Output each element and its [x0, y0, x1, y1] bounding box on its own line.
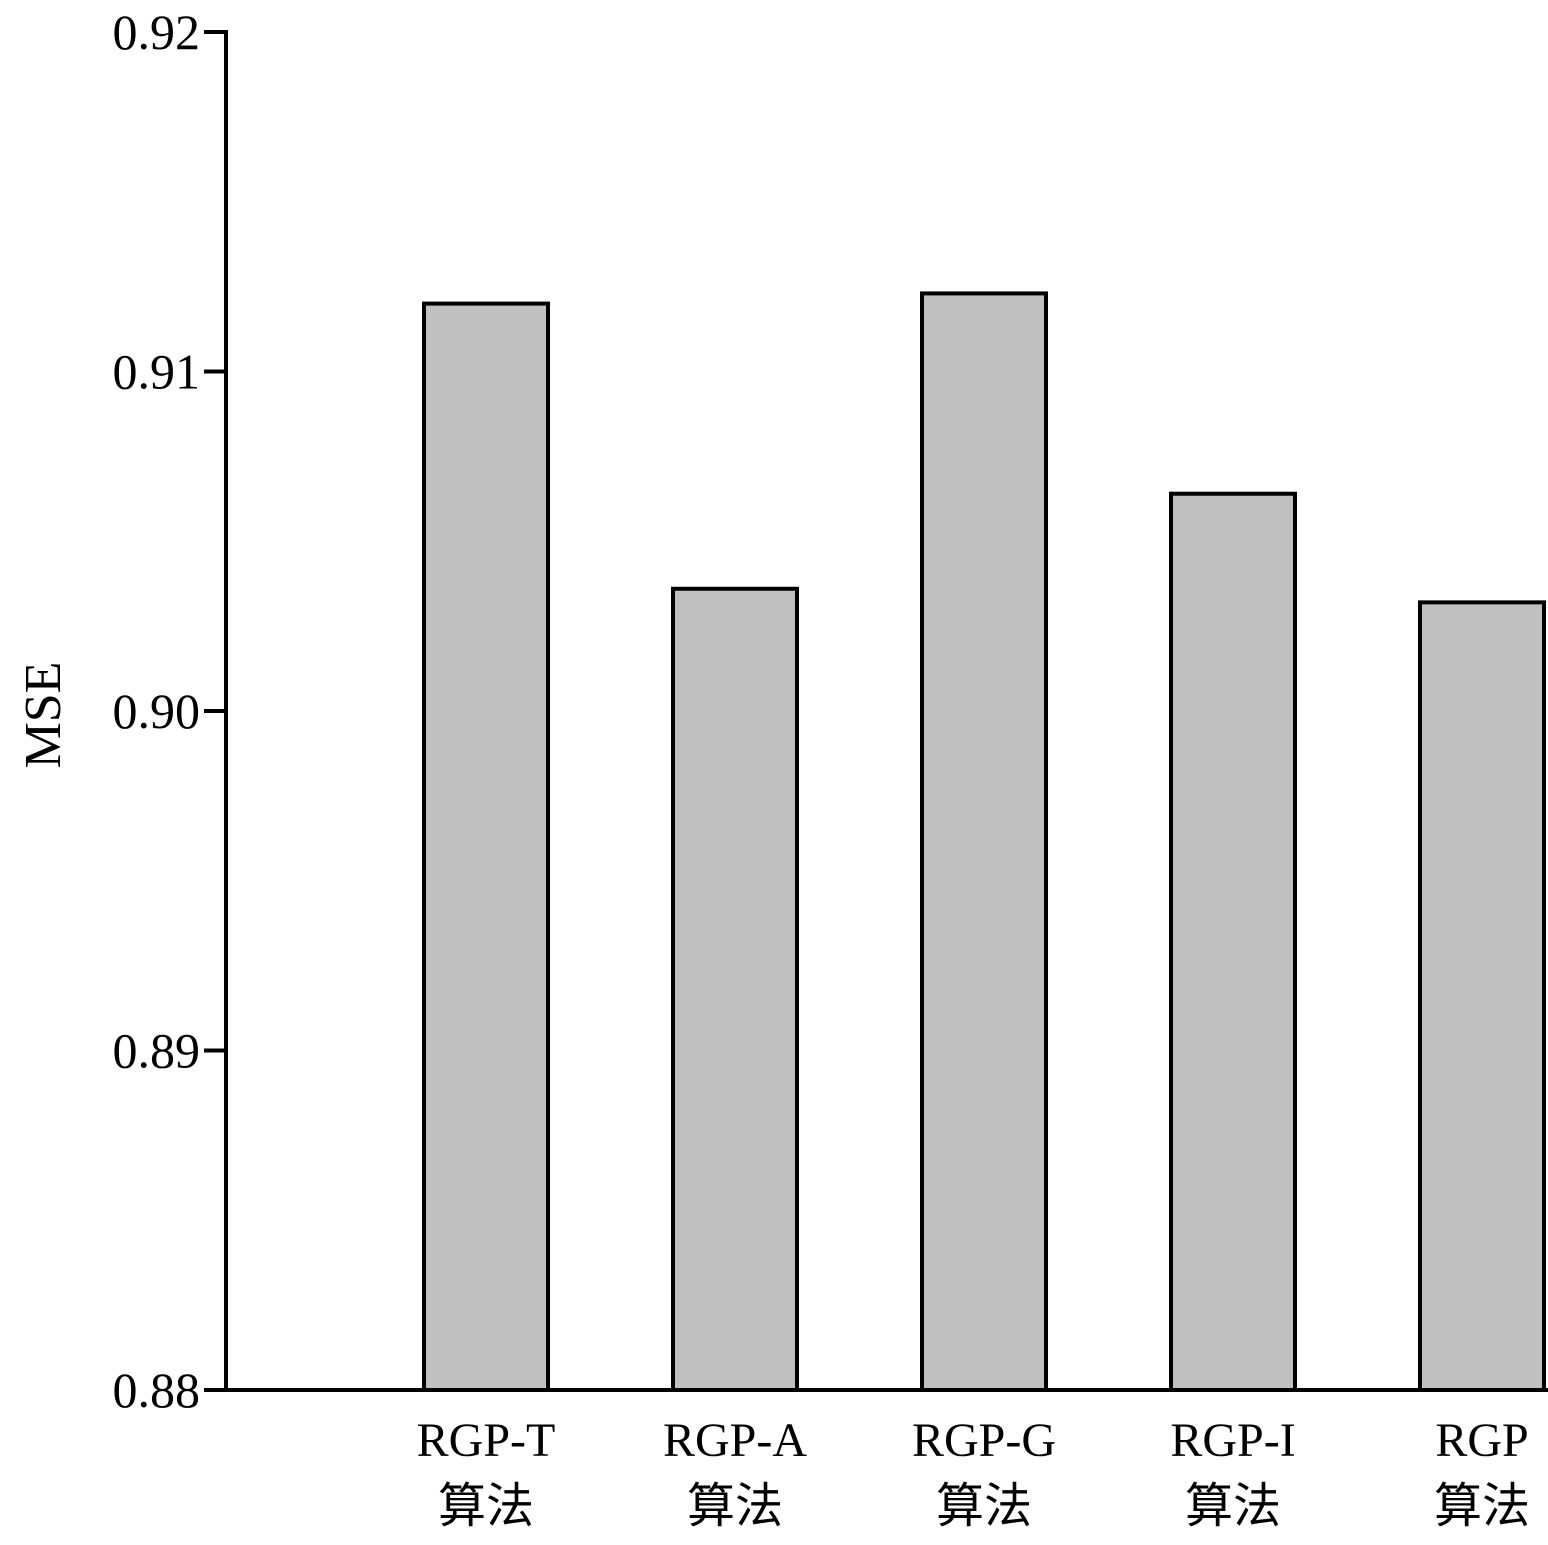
x-tick-label-2-line-1: 算法	[936, 1480, 1032, 1533]
x-tick-label-0-line-1: 算法	[438, 1480, 534, 1533]
labels-group: 0.88 0.89 0.90 0.91 0.92 RGP-T 算法 RGP-A 算法 RGP-G 算…	[113, 4, 1531, 1533]
x-tick-label-4-line-1: 算法	[1434, 1480, 1530, 1533]
y-tick-label-2: 0.90	[113, 683, 201, 739]
x-tick-label-2-line-0: RGP-G	[912, 1414, 1056, 1467]
bars-group	[422, 291, 1546, 1393]
x-tick-label-1-line-0: RGP-A	[663, 1414, 807, 1467]
x-tick-label-1-line-1: 算法	[687, 1480, 783, 1533]
y-tick-label-4: 0.92	[113, 4, 201, 60]
bar-2	[920, 291, 1048, 1392]
y-tick-label-3: 0.91	[113, 344, 201, 400]
x-tick-label-4-line-0: RGP	[1435, 1414, 1528, 1467]
y-tick-label-0: 0.88	[113, 1362, 201, 1418]
x-tick-label-3-line-0: RGP-I	[1170, 1414, 1295, 1467]
y-axis-title: MSE	[15, 662, 72, 769]
bar-0	[422, 301, 550, 1393]
bar-4	[1418, 600, 1546, 1392]
y-tick-label-1: 0.89	[113, 1023, 201, 1079]
bar-1	[671, 586, 799, 1392]
axes-group	[204, 30, 1548, 1392]
x-tick-label-0-line-0: RGP-T	[417, 1414, 556, 1467]
bar-3	[1169, 491, 1297, 1393]
x-tick-label-3-line-1: 算法	[1185, 1480, 1281, 1533]
